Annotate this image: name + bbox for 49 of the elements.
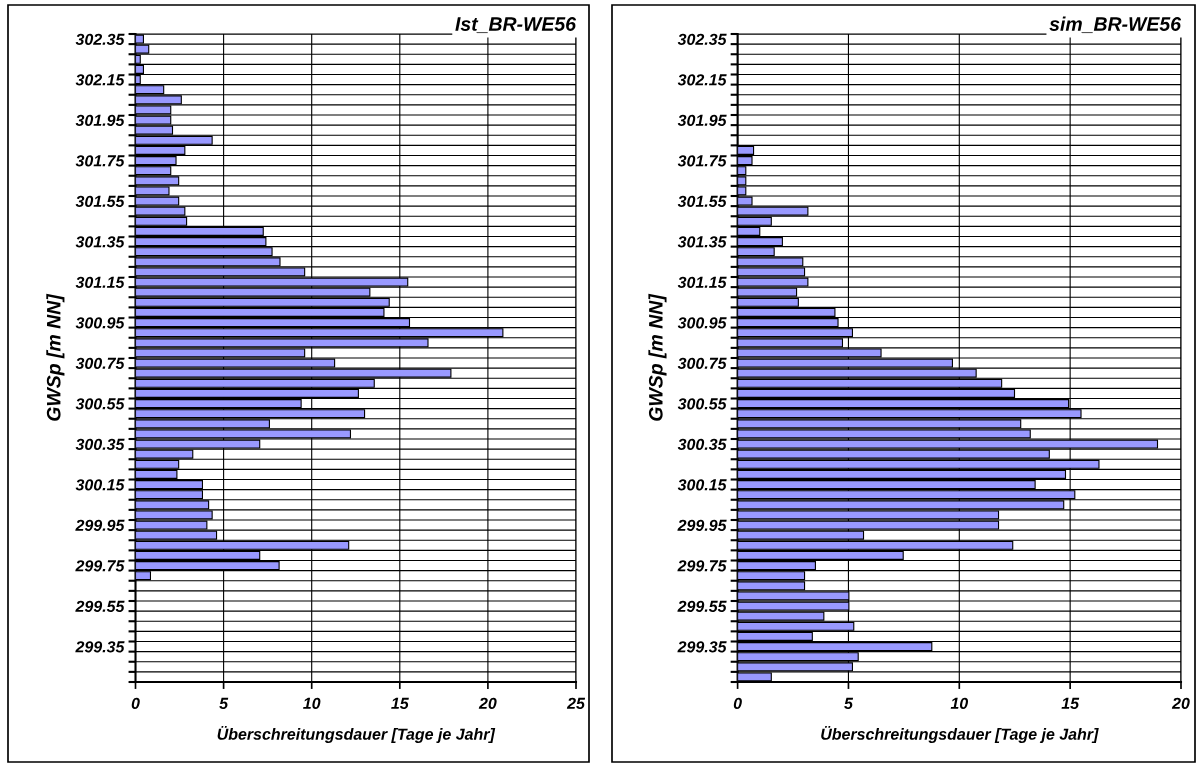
x-tick-label: 25 xyxy=(566,697,586,710)
chart-title: sim_BR-WE56 xyxy=(1049,16,1182,34)
y-tick-label: 300.35 xyxy=(677,438,727,451)
y-tick-label: 299.55 xyxy=(677,600,727,613)
y-tick-label: 301.35 xyxy=(677,236,727,248)
x-axis-title: Überschreitungsdauer [Tage je Jahr] xyxy=(821,726,1099,743)
y-tick-label: 300.55 xyxy=(677,398,727,410)
x-tick-label: 0 xyxy=(733,697,742,710)
y-tick-label: 299.35 xyxy=(677,641,727,653)
x-tick-label: 5 xyxy=(219,697,229,710)
y-tick-label: 300.95 xyxy=(677,317,727,329)
y-tick-label: 301.75 xyxy=(75,155,125,167)
y-tick-label: 301.55 xyxy=(75,195,125,208)
x-tick-label: 20 xyxy=(1171,697,1190,710)
y-tick-label: 299.95 xyxy=(677,519,727,532)
y-tick-label: 299.35 xyxy=(75,641,125,653)
x-tick-label: 15 xyxy=(1061,697,1080,710)
y-tick-label: 302.15 xyxy=(75,74,125,86)
y-tick-label: 299.55 xyxy=(75,600,125,613)
chart-title: Ist_BR-WE56 xyxy=(455,17,577,34)
y-tick-label: 300.35 xyxy=(75,438,125,451)
y-tick-label: 300.75 xyxy=(75,357,125,370)
y-tick-label: 300.15 xyxy=(75,479,125,491)
y-tick-label: 300.75 xyxy=(677,357,727,370)
y-axis-title: GWSp [m NN] xyxy=(46,293,65,421)
y-tick-label: 301.35 xyxy=(75,236,125,248)
y-tick-label: 301.55 xyxy=(677,195,727,208)
y-tick-label: 301.95 xyxy=(677,114,727,127)
y-tick-label: 299.95 xyxy=(75,519,125,532)
y-tick-label: 299.75 xyxy=(677,560,727,572)
y-tick-label: 301.95 xyxy=(75,114,125,127)
y-tick-label: 300.95 xyxy=(75,317,125,329)
y-tick-label: 300.55 xyxy=(75,398,125,410)
x-tick-label: 0 xyxy=(131,697,140,710)
x-tick-label: 10 xyxy=(303,697,321,710)
x-tick-label: 15 xyxy=(391,697,409,710)
y-tick-label: 299.75 xyxy=(75,560,125,572)
y-tick-label: 302.35 xyxy=(75,33,125,46)
y-axis-title: GWSp [m NN] xyxy=(648,293,667,421)
y-tick-label: 300.15 xyxy=(677,479,727,491)
y-tick-label: 302.35 xyxy=(677,33,727,46)
x-tick-label: 20 xyxy=(478,697,497,710)
y-tick-label: 301.15 xyxy=(75,276,125,289)
x-axis-title: Überschreitungsdauer [Tage je Jahr] xyxy=(217,726,496,743)
y-tick-label: 301.15 xyxy=(677,276,727,289)
y-tick-label: 302.15 xyxy=(677,74,727,86)
y-tick-label: 301.75 xyxy=(677,155,727,167)
x-tick-label: 5 xyxy=(844,697,854,710)
x-tick-label: 10 xyxy=(950,697,969,710)
